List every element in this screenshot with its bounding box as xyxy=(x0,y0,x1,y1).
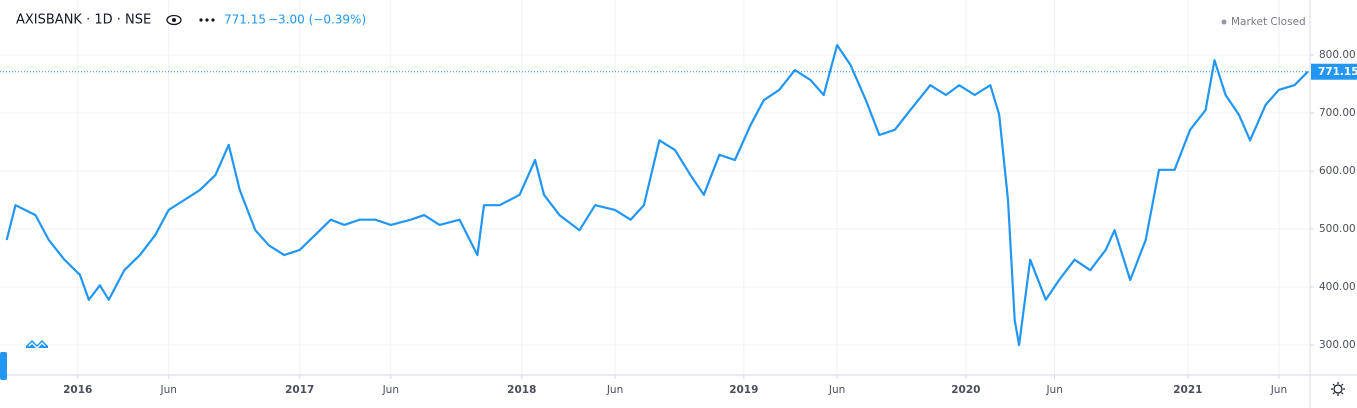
x-tick-label: 2018 xyxy=(507,384,536,396)
x-tick-label: 2016 xyxy=(63,384,92,396)
y-tick-label: 700.00 xyxy=(1319,107,1356,119)
price-axis: 300.00 400.00 500.00 600.00 700.00 800.00 771.… xyxy=(1310,49,1357,351)
x-tick-label: Jun xyxy=(828,384,845,396)
last-price-box xyxy=(1311,63,1357,80)
x-tick-label: 2017 xyxy=(285,384,314,396)
x-tick-label: 2019 xyxy=(729,384,758,396)
x-tick-label: Jun xyxy=(160,384,177,396)
logo[interactable] xyxy=(26,340,48,349)
x-tick-label: Jun xyxy=(1045,384,1062,396)
eye-icon[interactable] xyxy=(166,14,182,26)
x-tick-label: Jun xyxy=(1270,384,1287,396)
time-axis: 2016 Jun 2017 Jun 2018 Jun 2019 Jun 2020 Jun 2021 J… xyxy=(63,375,1287,396)
y-tick-label: 400.00 xyxy=(1319,281,1356,293)
header-change: −3.00 (−0.39%) xyxy=(268,13,366,27)
y-tick-label: 300.00 xyxy=(1319,339,1356,351)
x-tick-label: 2021 xyxy=(1173,384,1202,396)
settings-icon[interactable] xyxy=(1331,382,1345,396)
status-dot xyxy=(1221,19,1227,25)
price-line xyxy=(5,44,1309,347)
more-icon[interactable] xyxy=(199,18,215,22)
x-tick-label: 2020 xyxy=(951,384,980,396)
x-tick-label: Jun xyxy=(382,384,399,396)
market-status: Market Closed xyxy=(1231,16,1306,28)
side-tab[interactable] xyxy=(0,352,7,380)
y-tick-label: 800.00 xyxy=(1319,49,1356,61)
last-price-label: 771.15 xyxy=(1318,66,1357,78)
header-price: 771.15 xyxy=(224,13,266,27)
y-tick-label: 600.00 xyxy=(1319,165,1356,177)
x-tick-label: Jun xyxy=(606,384,623,396)
y-tick-label: 500.00 xyxy=(1319,223,1356,235)
symbol-title[interactable]: AXISBANK · 1D · NSE xyxy=(16,13,151,28)
plot xyxy=(0,44,1310,347)
